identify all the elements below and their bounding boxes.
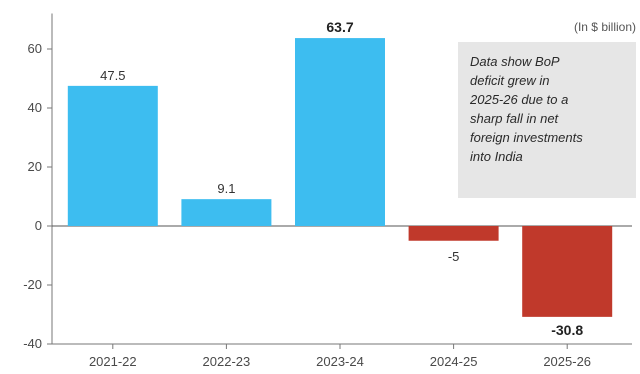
y-tick-label: 20 <box>28 159 42 174</box>
bar <box>295 38 385 227</box>
bar <box>522 226 613 317</box>
y-tick-label: 60 <box>28 41 42 56</box>
data-label: 9.1 <box>217 181 235 196</box>
x-tick-label: 2021-22 <box>89 354 137 369</box>
bar <box>181 199 272 226</box>
data-label: -5 <box>448 249 460 264</box>
y-tick-label: -40 <box>23 336 42 351</box>
data-label: -30.8 <box>551 322 583 338</box>
annotation-line-5: foreign investments <box>470 130 583 145</box>
annotation-line-6: into India <box>470 149 523 164</box>
x-tick-label: 2024-25 <box>430 354 478 369</box>
data-label: 47.5 <box>100 68 125 83</box>
bar <box>67 85 158 226</box>
annotation-line-1: Data show BoP <box>470 54 560 69</box>
y-tick-label: -20 <box>23 277 42 292</box>
data-label: 63.7 <box>326 19 353 35</box>
annotation-line-2: deficit grew in <box>470 73 550 88</box>
annotation-line-4: sharp fall in net <box>470 111 559 126</box>
annotation-box: Data show BoP deficit grew in 2025-26 du… <box>458 42 636 198</box>
y-tick-label: 40 <box>28 100 42 115</box>
x-tick-label: 2022-23 <box>203 354 251 369</box>
x-tick-label: 2023-24 <box>316 354 364 369</box>
bar <box>408 226 499 241</box>
y-tick-label: 0 <box>35 218 42 233</box>
unit-note: (In $ billion) <box>573 20 636 34</box>
x-tick-label: 2025-26 <box>543 354 591 369</box>
annotation-line-3: 2025-26 due to a <box>470 92 569 107</box>
